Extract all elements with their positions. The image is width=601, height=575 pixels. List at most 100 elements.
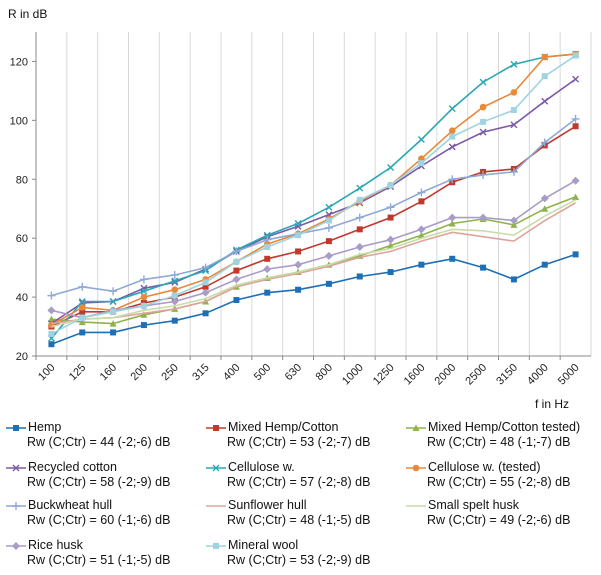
- data-point: [202, 279, 209, 286]
- legend-swatch: [6, 501, 26, 510]
- data-point: [78, 304, 86, 311]
- legend-rating: Rw (C;Ctr) = 55 (-2;-8) dB: [427, 475, 571, 489]
- series-line: [51, 199, 576, 328]
- data-point: [171, 317, 178, 324]
- legend-marker: [13, 424, 19, 431]
- data-point: [325, 238, 332, 245]
- series-layer: [47, 50, 580, 348]
- data-point: [140, 322, 147, 329]
- data-point: [356, 196, 363, 203]
- data-point: [571, 114, 580, 123]
- data-point: [510, 60, 518, 68]
- legend-marker: [12, 464, 20, 471]
- data-point: [417, 225, 426, 234]
- data-point: [263, 235, 272, 244]
- data-point: [448, 175, 457, 184]
- legend-item-hemp: Hemp Rw (C;Ctr) = 44 (-2;-6) dB: [6, 420, 170, 450]
- data-point: [263, 231, 271, 239]
- data-point: [109, 320, 117, 327]
- series-line: [51, 118, 577, 297]
- data-point: [109, 298, 117, 306]
- legend-rating: Rw (C;Ctr) = 49 (-2;-6) dB: [427, 513, 571, 527]
- data-point: [541, 73, 548, 80]
- data-point: [540, 194, 549, 203]
- series-line: [51, 53, 576, 326]
- legend-label: Rice husk: [28, 538, 83, 552]
- data-point: [325, 217, 332, 224]
- legend-label: Buckwheat hull: [28, 498, 113, 512]
- legend-swatch: [6, 541, 26, 550]
- data-point: [48, 330, 55, 337]
- data-point: [356, 184, 364, 192]
- data-point: [47, 291, 56, 300]
- data-point: [325, 280, 332, 287]
- x-tick-label: 250: [159, 362, 180, 383]
- data-point: [264, 289, 271, 296]
- axes: 20 40 60 80 100 120 100 125 160 200 250 315 400 500 63…: [10, 32, 591, 387]
- data-point: [140, 302, 147, 309]
- data-point: [386, 203, 395, 212]
- data-point: [232, 247, 241, 256]
- legend-marker: [412, 424, 420, 431]
- line-chart: 20 40 60 80 100 120 100 125 160 200 250 315 400 500 63…: [8, 7, 592, 411]
- x-tick-label: 800: [314, 362, 335, 383]
- legend-marker: [212, 464, 220, 471]
- y-tick-label: 80: [16, 174, 28, 186]
- legend-rating: Rw (C;Ctr) = 51 (-1;-5) dB: [27, 553, 171, 567]
- data-point: [294, 219, 302, 227]
- series-line: [51, 125, 577, 328]
- data-point: [295, 248, 302, 255]
- data-point: [295, 232, 302, 239]
- legend-rating: Rw (C;Ctr) = 48 (-1;-7) dB: [427, 435, 571, 449]
- legend-rating: Rw (C;Ctr) = 60 (-1;-6) dB: [27, 513, 171, 527]
- data-point: [418, 160, 425, 167]
- data-point: [48, 341, 55, 348]
- series-line: [50, 78, 577, 325]
- data-point: [448, 143, 456, 151]
- x-tick-label: 100: [36, 362, 57, 383]
- data-point: [325, 203, 333, 211]
- data-point: [510, 121, 518, 129]
- legend-rating: Rw (C;Ctr) = 57 (-2;-8) dB: [227, 475, 371, 489]
- legend-swatch: [6, 464, 26, 471]
- legend-label: Mixed Hemp/Cotton tested): [428, 420, 581, 434]
- legend-swatch: [406, 464, 426, 471]
- legend-item-cellulose-w: Cellulose w. Rw (C;Ctr) = 57 (-2;-8) dB: [206, 460, 370, 490]
- data-point: [140, 287, 148, 295]
- data-point: [449, 255, 456, 262]
- legend-label: Hemp: [28, 420, 62, 434]
- data-point: [479, 103, 487, 111]
- data-point: [480, 264, 487, 271]
- data-point: [571, 176, 580, 185]
- series-buckwheat-hull: [47, 114, 580, 300]
- data-point: [541, 97, 549, 105]
- x-tick-label: 630: [283, 362, 304, 383]
- data-point: [233, 267, 240, 274]
- data-point: [294, 260, 303, 269]
- series-line: [50, 53, 576, 339]
- legend-item-rice-husk: Rice husk Rw (C;Ctr) = 51 (-1;-5) dB: [6, 538, 170, 568]
- data-point: [356, 226, 363, 233]
- legend-label: Recycled cotton: [28, 460, 117, 474]
- legend-rating: Rw (C;Ctr) = 53 (-2;-7) dB: [227, 435, 371, 449]
- data-point: [264, 255, 271, 262]
- data-point: [110, 329, 117, 336]
- legend-item-mineral-wool: Mineral wool Rw (C;Ctr) = 53 (-2;-9) dB: [206, 538, 370, 568]
- legend-marker: [213, 424, 219, 431]
- legend-item-mixed-hemp-cotton-tested: Mixed Hemp/Cotton tested) Rw (C;Ctr) = 48…: [406, 420, 580, 450]
- x-tick-label: 200: [129, 362, 150, 383]
- x-tick-label: 125: [67, 362, 88, 383]
- legend-rating: Rw (C;Ctr) = 53 (-2;-9) dB: [227, 553, 371, 567]
- x-tick-label: 4000: [525, 362, 551, 388]
- data-point: [448, 105, 456, 113]
- data-point: [139, 275, 148, 284]
- data-point: [356, 273, 363, 280]
- series-small-spelt-husk: [51, 199, 576, 328]
- data-point: [510, 89, 518, 96]
- data-point: [47, 306, 56, 315]
- legend-marker: [12, 501, 20, 510]
- data-point: [541, 261, 548, 268]
- x-tick-label: 400: [221, 362, 242, 383]
- data-point: [263, 265, 272, 274]
- y-tick-label: 40: [16, 292, 28, 304]
